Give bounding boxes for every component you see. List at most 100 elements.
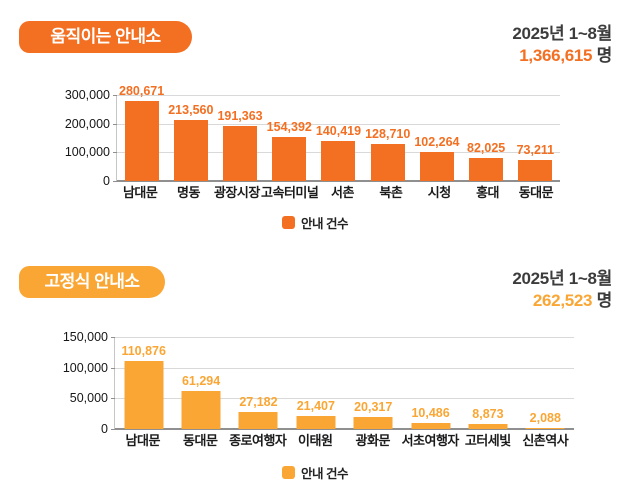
bar-chart-moving: 300,000 200,000 100,000 0 280,671 213,560 191,…: [65, 84, 560, 200]
bars-row: 280,671 213,560 191,363 154,392 140,419 128,7…: [117, 84, 560, 181]
x-category-label: 고속터미널: [261, 185, 319, 200]
gridline: [115, 398, 574, 400]
bar-고속터미널: [272, 136, 307, 181]
x-category-label: 북촌: [379, 185, 403, 200]
x-category-label: 광화문: [355, 433, 391, 448]
x-category-label: 남대문: [125, 433, 161, 448]
x-category-label: 광장시장: [213, 185, 260, 200]
bar-광화문: [353, 416, 393, 429]
y-tick-mark: [113, 123, 117, 125]
x-category-label: 명동: [177, 185, 200, 200]
bar-slot: 73,211: [511, 95, 560, 181]
y-tick-mark: [111, 429, 115, 430]
bar-slot: 280,671: [117, 84, 166, 181]
gridline: [117, 123, 560, 125]
x-category-label: 이태원: [298, 433, 333, 448]
y-tick-mark: [111, 337, 115, 338]
plot-area: 300,000 200,000 100,000 0 280,671 213,560 191,…: [65, 84, 560, 188]
y-tick-mark: [113, 181, 117, 182]
bar-명동: [173, 119, 208, 181]
y-tick-mark: [113, 95, 117, 96]
bar-slot: 128,710: [363, 95, 412, 181]
plot-area: 150,000 100,000 50,000 0 110,876 61,294 27,182…: [63, 330, 574, 436]
bar-slot: 10,486: [402, 337, 459, 429]
y-tick-label: 100,000: [64, 145, 110, 160]
bar-slot: 140,419: [314, 95, 363, 181]
x-category-label: 홍대: [476, 185, 499, 200]
x-category-label: 동대문: [183, 433, 218, 448]
section-badge-fixed: 고정식 안내소: [19, 266, 165, 298]
gridline: [115, 337, 574, 338]
x-category-label: 시청: [427, 185, 451, 200]
bar-slot: 27,182: [230, 337, 287, 429]
bar-value-label: 191,363: [217, 109, 263, 124]
bar-신촌역사: [525, 427, 565, 429]
y-tick-label: 0: [103, 174, 110, 188]
bar-value-label: 61,294: [181, 374, 221, 389]
x-category-label: 신촌역사: [522, 433, 569, 448]
bar-slot: 213,560: [166, 95, 215, 181]
x-category-label: 서초여행자: [401, 433, 460, 448]
x-axis-labels: 남대문 동대문 종로여행자 이태원 광화문 서초여행자 고터세빛 신촌역사: [114, 434, 574, 448]
bar-value-label: 20,317: [354, 399, 393, 414]
legend-label: 안내 건수: [301, 217, 348, 231]
x-axis-line: [117, 180, 560, 182]
bar-value-label: 2,088: [529, 410, 561, 425]
legend-label: 안내 건수: [301, 467, 348, 481]
y-tick-mark: [113, 152, 117, 154]
bar-value-label: 128,710: [365, 127, 411, 142]
bar-고터세빛: [468, 423, 508, 429]
bar-시청: [419, 151, 454, 181]
legend-swatch-icon: [282, 216, 295, 229]
gridline: [117, 95, 560, 96]
x-category-label: 고터세빛: [464, 433, 511, 448]
section-badge-moving: 움직이는 안내소: [19, 21, 192, 53]
bar-slot: 102,264: [412, 95, 461, 181]
bars-row: 110,876 61,294 27,182 21,407 20,317 10,486 8,8…: [115, 337, 574, 429]
bar-이태원: [296, 415, 336, 429]
y-tick-label: 200,000: [64, 116, 110, 131]
period-text-moving: 2025년 1~8월: [512, 24, 612, 43]
bar-value-label: 110,876: [121, 344, 166, 358]
bar-value-label: 8,873: [472, 406, 504, 421]
gridline: [115, 367, 574, 369]
bar-slot: 110,876: [115, 337, 172, 429]
bar-종로여행자: [238, 412, 278, 429]
bar-value-label: 280,671: [119, 83, 165, 98]
y-tick-label: 100,000: [62, 360, 108, 375]
bar-value-label: 213,560: [168, 102, 214, 117]
total-number-fixed: 262,523: [532, 291, 593, 310]
bar-동대문: [518, 160, 553, 181]
y-tick-mark: [111, 367, 115, 369]
legend-fixed: 안내 건수: [0, 463, 630, 482]
bar-slot: 82,025: [462, 95, 511, 181]
bar-남대문: [124, 100, 159, 181]
bar-slot: 21,407: [287, 337, 344, 429]
total-unit-moving: 명: [596, 46, 613, 65]
bar-북촌: [370, 144, 405, 181]
y-tick-mark: [111, 398, 115, 400]
bar-홍대: [469, 157, 504, 181]
total-number-moving: 1,366,615: [519, 46, 593, 65]
bar-동대문: [181, 391, 221, 429]
bar-value-label: 102,264: [414, 134, 460, 149]
y-tick-label: 0: [101, 422, 108, 436]
legend-swatch-icon: [282, 466, 295, 479]
y-tick-label: 150,000: [62, 330, 108, 344]
total-count-fixed: 262,523 명: [330, 290, 612, 311]
legend-moving: 안내 건수: [0, 213, 630, 232]
bar-value-label: 27,182: [239, 395, 278, 410]
bar-value-label: 140,419: [315, 123, 362, 138]
bar-value-label: 73,211: [516, 143, 555, 158]
bar-slot: 61,294: [172, 337, 229, 429]
bar-slot: 191,363: [215, 95, 264, 181]
bar-남대문: [124, 361, 164, 429]
bar-서촌: [321, 140, 356, 181]
x-category-label: 종로여행자: [229, 433, 287, 448]
x-axis-line: [115, 428, 574, 430]
bar-slot: 20,317: [345, 337, 402, 429]
bar-slot: 154,392: [265, 95, 314, 181]
x-category-label: 남대문: [122, 185, 158, 200]
period-text-fixed: 2025년 1~8월: [512, 269, 612, 288]
